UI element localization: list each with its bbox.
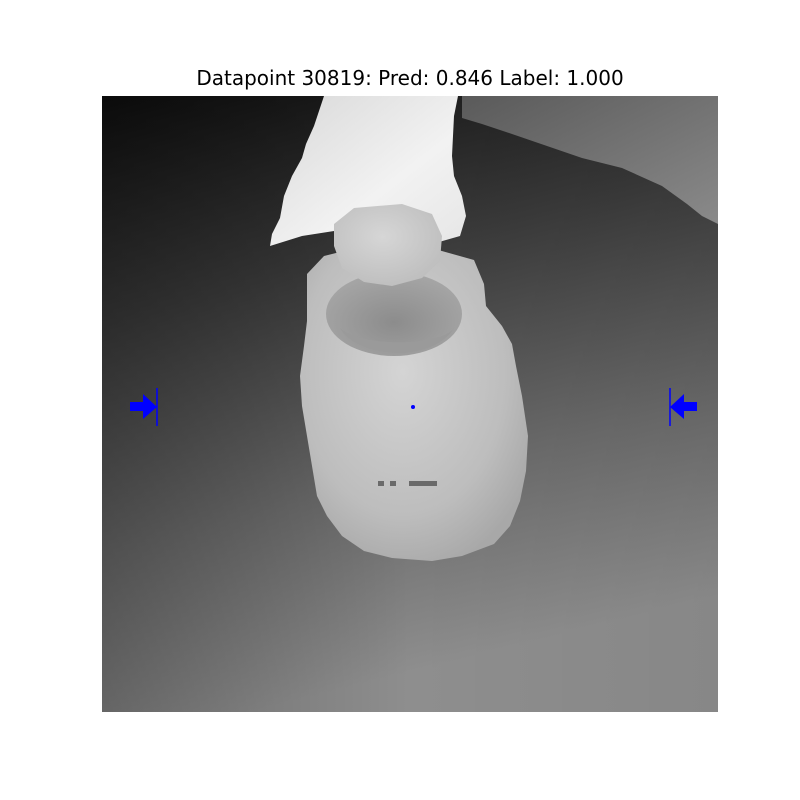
cup-opening	[326, 272, 462, 356]
left-arrow-icon	[130, 388, 158, 426]
background-object	[462, 96, 718, 224]
center-marker	[411, 405, 415, 409]
depth-image	[102, 96, 718, 712]
figure-title: Datapoint 30819: Pred: 0.846 Label: 1.00…	[196, 66, 624, 90]
cap	[334, 204, 442, 286]
right-arrow-icon	[669, 388, 697, 426]
depth-image-canvas	[102, 96, 718, 712]
overhanging-object	[270, 96, 466, 246]
